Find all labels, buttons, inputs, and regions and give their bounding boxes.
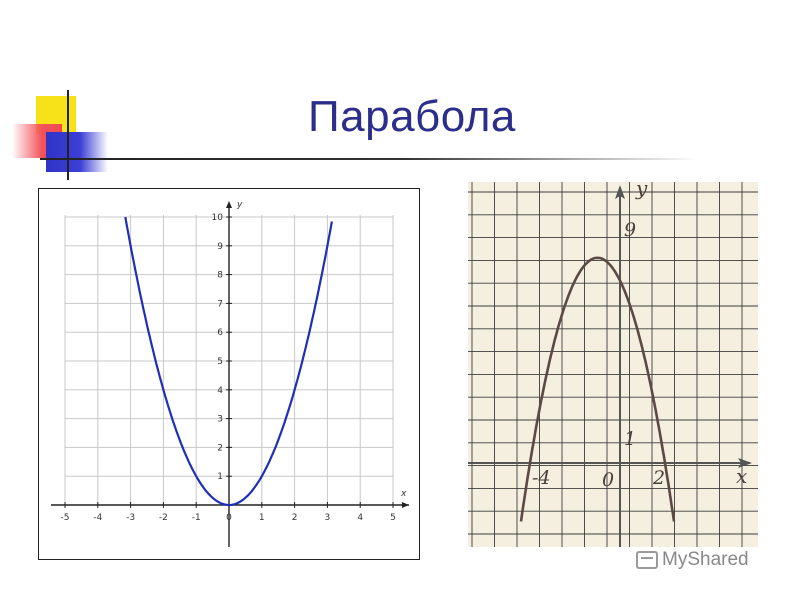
x-tick-label: -2 <box>159 513 168 523</box>
x-tick-label: 2 <box>292 513 298 523</box>
x-tick-label: 5 <box>390 513 396 523</box>
x-tick-label: -1 <box>192 513 201 523</box>
x-axis-arrow <box>738 458 752 468</box>
x-tick-label: -4 <box>93 513 102 523</box>
y-tick-label: 5 <box>217 357 223 367</box>
label-y-9: 9 <box>624 219 636 241</box>
right-parabola-chart: y x 9 1 -4 0 2 <box>468 182 758 547</box>
y-tick-label: 2 <box>217 443 223 453</box>
x-tick-label: 1 <box>259 513 265 523</box>
x-tick-label: 0 <box>226 513 232 523</box>
right-graph-panel: y x 9 1 -4 0 2 <box>468 182 758 547</box>
x-axis-arrow <box>402 502 409 508</box>
label-origin-0: 0 <box>602 469 614 491</box>
left-graph-panel: -5 -4 -3 -2 -1 0 1 2 3 4 5 1 2 3 4 5 6 7 8 9 10 x y <box>38 188 420 560</box>
label-x-2: 2 <box>652 467 665 489</box>
y-axis-label: y <box>236 200 243 210</box>
parabola-curve <box>124 216 333 507</box>
x-tick-label: -5 <box>61 513 70 523</box>
y-axis-label: y <box>635 182 648 200</box>
y-tick-label: 6 <box>217 328 223 338</box>
y-tick-label: 3 <box>217 415 223 425</box>
x-axis-label: x <box>400 489 407 499</box>
slide-title: Парабола <box>308 92 516 141</box>
y-tick-label: 1 <box>217 472 223 482</box>
decor-vertical-line <box>67 90 69 180</box>
y-tick-label: 9 <box>217 242 223 252</box>
watermark-text: MyShared <box>662 549 749 570</box>
x-axis-label: x <box>736 464 747 488</box>
y-axis-arrow <box>226 201 232 208</box>
title-underline <box>40 158 700 160</box>
watermark: MyShared <box>636 548 749 572</box>
x-tick-label: 3 <box>325 513 331 523</box>
x-tick-label: -3 <box>126 513 135 523</box>
label-y-1: 1 <box>624 428 636 450</box>
x-tick-label: 4 <box>357 513 363 523</box>
presentation-board-icon <box>636 551 658 569</box>
y-axis-arrow <box>615 185 625 199</box>
parabola-curve <box>519 256 676 522</box>
y-tick-label: 7 <box>217 299 223 309</box>
label-x-minus-4: -4 <box>532 467 551 489</box>
y-tick-label: 10 <box>212 213 224 223</box>
decor-blue-bar <box>46 132 108 172</box>
y-tick-label: 4 <box>217 386 223 396</box>
left-parabola-chart: -5 -4 -3 -2 -1 0 1 2 3 4 5 1 2 3 4 5 6 7 8 9 10 x y <box>51 200 409 547</box>
y-tick-label: 8 <box>217 271 223 281</box>
